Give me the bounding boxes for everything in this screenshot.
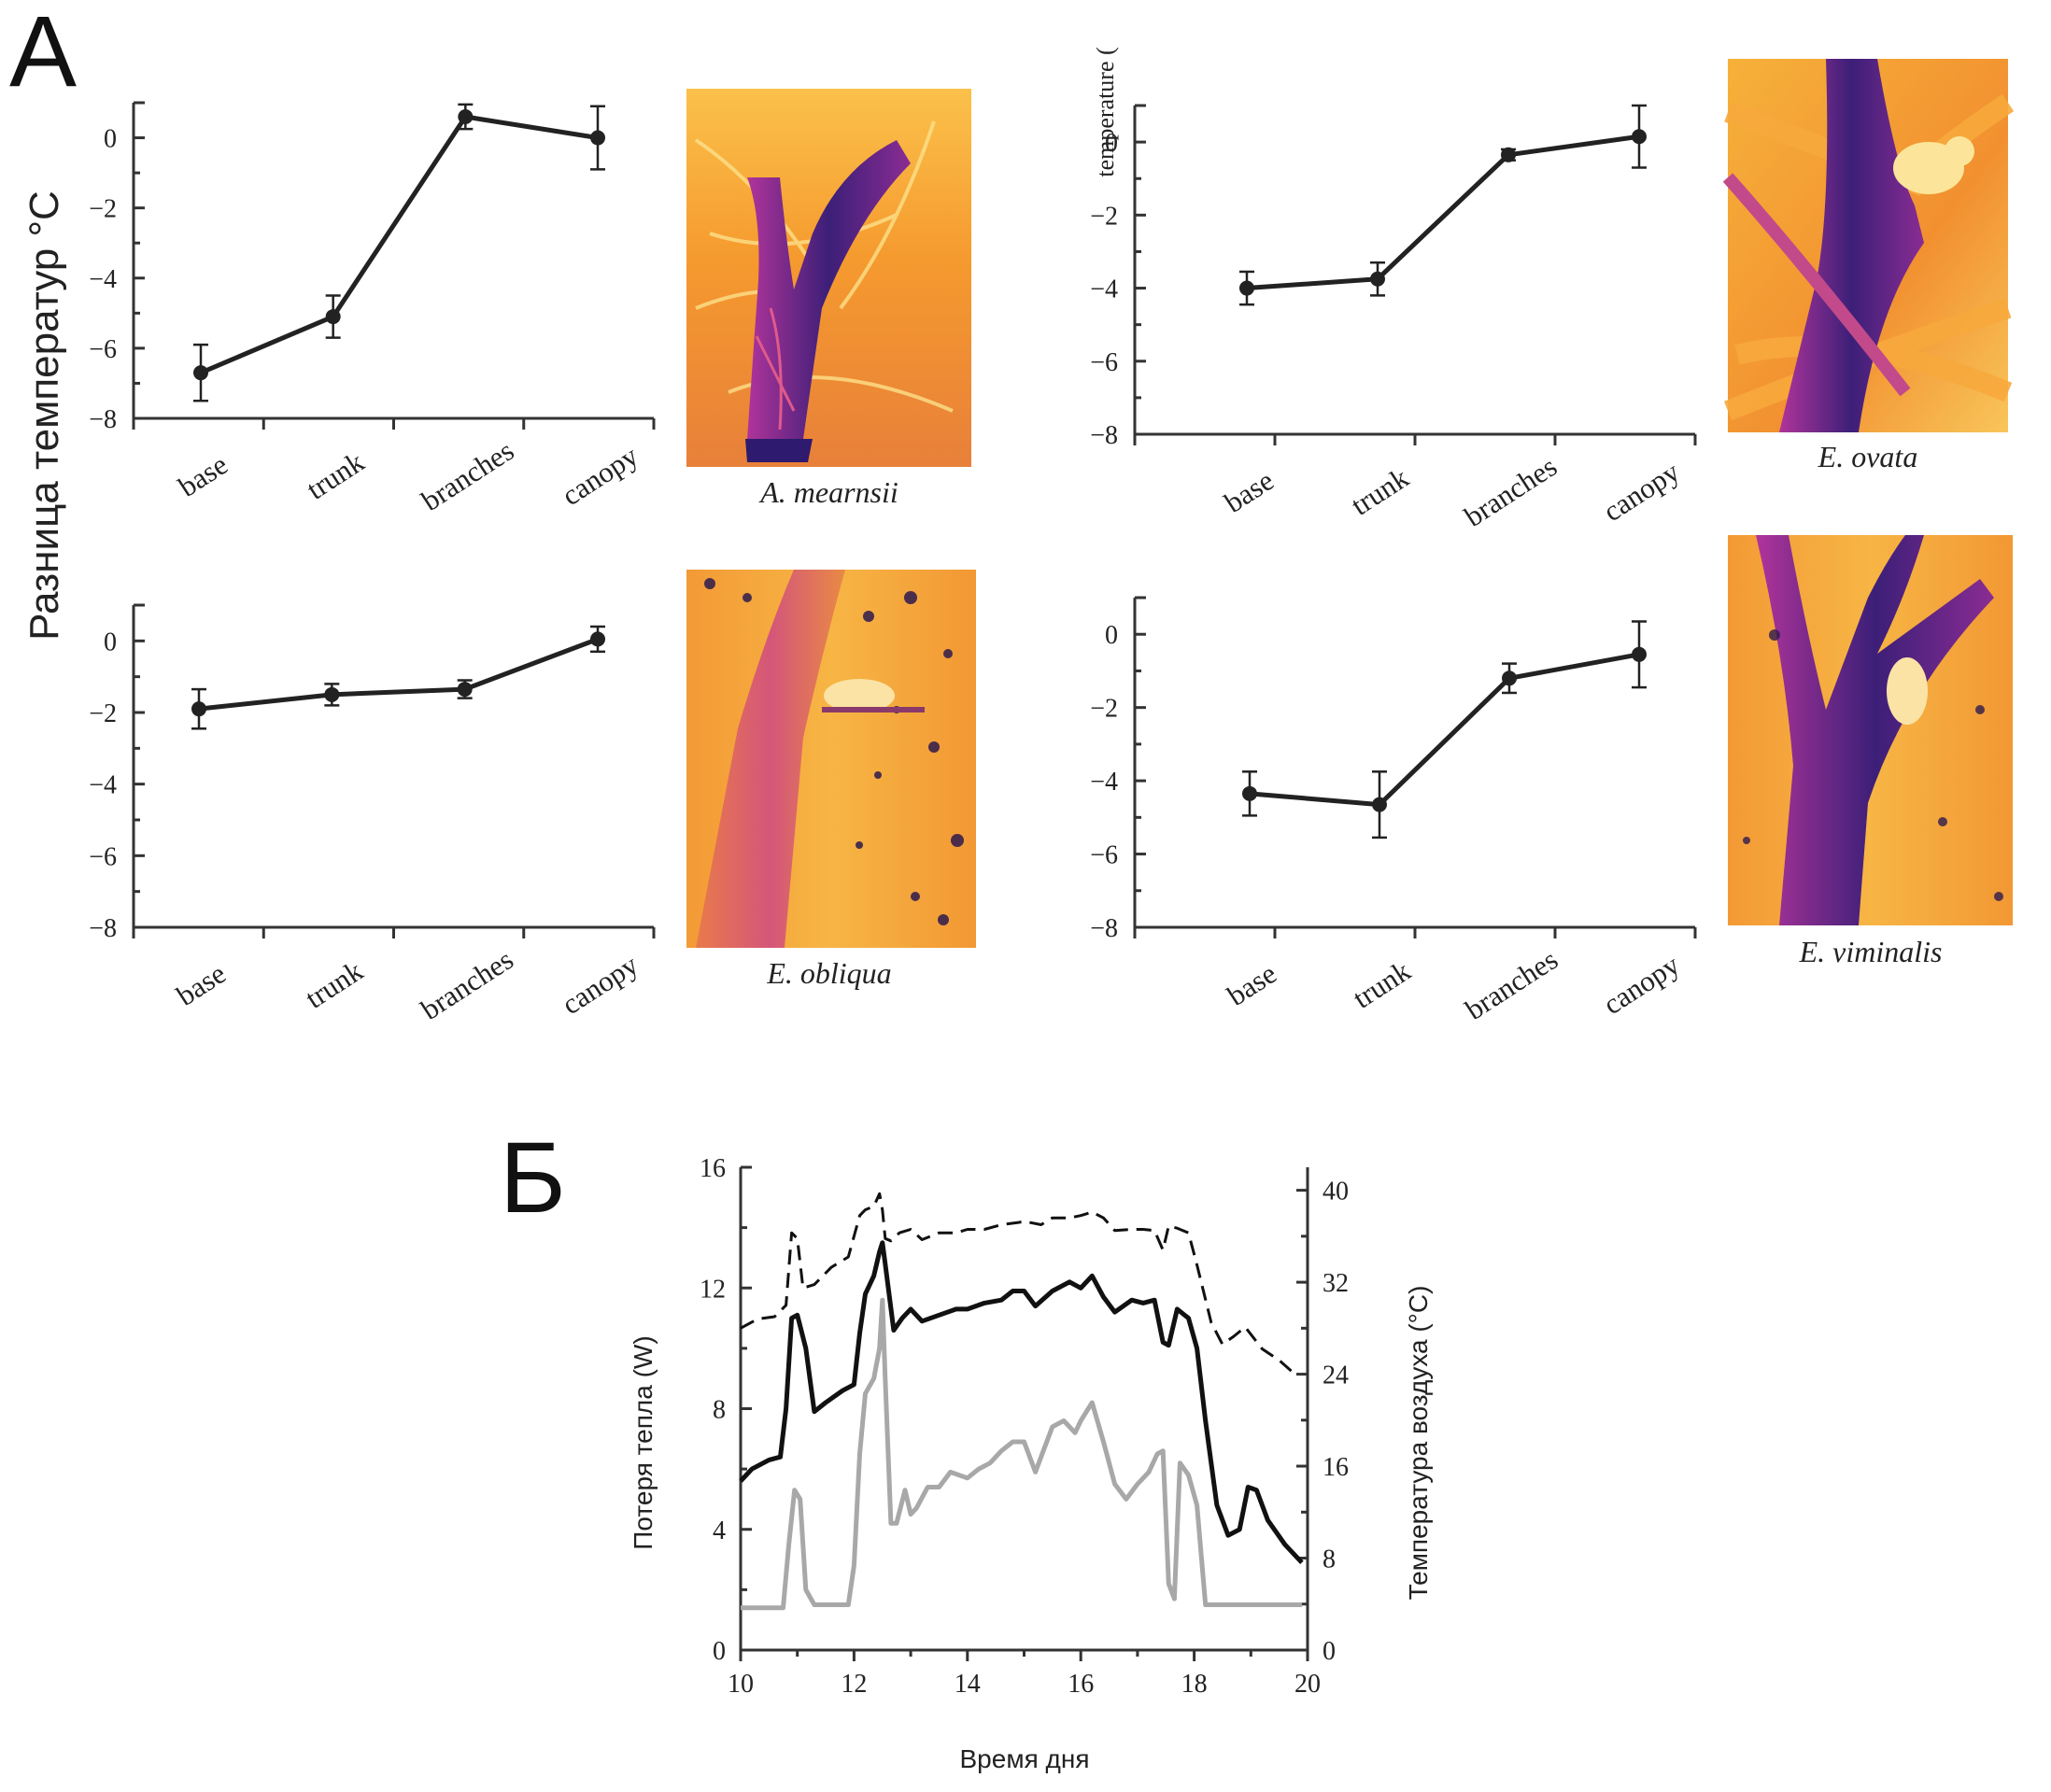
category-label: branches	[1459, 450, 1563, 533]
category-label: branches	[1460, 943, 1563, 1026]
category-label: canopy	[1597, 455, 1686, 528]
species-label-e-viminalis: E. viminalis	[1799, 935, 1943, 968]
category-label: branches	[416, 434, 519, 517]
panel-b-ylabel-left: Потеря тепла (W)	[629, 1335, 658, 1549]
y-tick-label: −4	[1090, 275, 1118, 304]
left-tick-label: 12	[700, 1275, 726, 1304]
left-tick-label: 4	[713, 1517, 726, 1545]
right-tick-label: 0	[1323, 1637, 1336, 1666]
data-point	[324, 686, 340, 702]
data-point	[590, 631, 605, 647]
data-point	[1239, 280, 1254, 296]
y-tick-label: −4	[89, 771, 117, 800]
series-line	[1246, 134, 1640, 291]
y-tick-label: 0	[104, 125, 117, 154]
category-label: base	[171, 957, 232, 1012]
y-tick-label: −2	[1090, 695, 1118, 724]
data-point	[1242, 785, 1257, 801]
data-point	[457, 682, 473, 698]
x-tick-label: 20	[1294, 1670, 1321, 1699]
category-label: base	[173, 448, 233, 503]
data-point	[1501, 147, 1516, 162]
y-tick-label: −4	[89, 265, 117, 294]
panel-a-partial-ylabel: temperature (	[1092, 47, 1119, 176]
left-tick-label: 16	[700, 1154, 726, 1183]
y-tick-label: −8	[1090, 914, 1118, 943]
x-tick-label: 14	[955, 1670, 981, 1699]
data-point	[1632, 129, 1647, 145]
data-point	[1372, 797, 1387, 812]
right-tick-label: 16	[1323, 1453, 1349, 1482]
y-tick-label: −6	[1090, 348, 1118, 377]
category-label: branches	[415, 943, 518, 1026]
category-label: trunk	[300, 953, 369, 1014]
data-point	[325, 309, 341, 325]
data-point	[193, 365, 208, 381]
panel-b-ylabel-right: Температура воздуха (°C)	[1404, 1286, 1433, 1601]
y-tick-label: −6	[1090, 841, 1118, 870]
series-line	[1249, 652, 1640, 808]
species-label-e-obliqua: E. obliqua	[766, 956, 891, 990]
chart-e-ovata: 0 −2 −4 −6 −8 base trunk branches canopy	[1090, 104, 1697, 533]
data-point	[1370, 271, 1385, 287]
series-line	[198, 637, 599, 712]
y-tick-label: −4	[1090, 768, 1118, 797]
right-tick-label: 32	[1323, 1269, 1349, 1298]
series-line	[200, 114, 599, 375]
category-label: trunk	[1345, 460, 1414, 521]
right-tick-label: 24	[1323, 1362, 1349, 1390]
panel-b-xlabel: Время дня	[960, 1744, 1090, 1773]
series-line-black	[739, 1240, 1304, 1565]
species-label-e-ovata: E. ovata	[1818, 440, 1918, 473]
thermal-image-a-mearnsii	[686, 89, 971, 467]
thermal-image-e-viminalis	[1728, 535, 2013, 925]
y-tick-label: 0	[104, 628, 117, 656]
series-line-gray	[741, 1297, 1302, 1611]
y-tick-label: −8	[89, 405, 117, 434]
series-line-air-temperature	[740, 1192, 1297, 1376]
data-point	[1632, 646, 1647, 662]
category-label: canopy	[556, 948, 644, 1021]
x-tick-label: 12	[841, 1670, 867, 1699]
data-point	[1502, 670, 1517, 686]
category-label: canopy	[1597, 948, 1686, 1021]
chart-e-viminalis: 0 −2 −4 −6 −8 base trunk branches canopy	[1090, 596, 1697, 1026]
category-label: base	[1222, 957, 1282, 1012]
y-tick-label: −2	[89, 699, 117, 728]
chart-a-mearnsii: 0 −2 −4 −6 −8 base trunk branches canopy	[89, 101, 656, 517]
thermal-image-e-obliqua	[686, 570, 976, 948]
thermal-image-e-ovata	[1722, 59, 2015, 432]
y-tick-label: −6	[89, 335, 117, 364]
panel-a-letter: А	[9, 0, 77, 107]
chart-heat-loss: 0 4 8 12 16 0 8 16 24 32 40 10 12 14 16 18 20	[700, 1154, 1349, 1699]
left-tick-label: 8	[713, 1396, 726, 1425]
data-point	[590, 130, 605, 146]
y-tick-label: −2	[89, 195, 117, 224]
y-tick-label: −2	[1090, 202, 1118, 231]
y-tick-label: 0	[1105, 129, 1118, 158]
category-label: canopy	[556, 439, 644, 512]
y-tick-label: 0	[1105, 621, 1118, 650]
right-tick-label: 8	[1323, 1545, 1336, 1574]
chart-e-obliqua: 0 −2 −4 −6 −8 base trunk branches canopy	[89, 603, 656, 1026]
species-label-a-mearnsii: A. mearnsii	[758, 475, 898, 509]
panel-b-letter: Б	[500, 1121, 566, 1234]
y-tick-label: −8	[1090, 421, 1118, 450]
y-tick-label: −8	[89, 914, 117, 943]
left-tick-label: 0	[713, 1637, 726, 1666]
category-label: trunk	[301, 444, 370, 505]
panel-a-ylabel: Разница температур °C	[21, 190, 67, 641]
x-tick-label: 10	[728, 1670, 754, 1699]
right-tick-label: 40	[1323, 1178, 1349, 1206]
x-tick-label: 18	[1181, 1670, 1208, 1699]
category-label: trunk	[1347, 953, 1416, 1014]
category-label: base	[1219, 464, 1280, 519]
data-point	[458, 109, 474, 125]
y-tick-label: −6	[89, 842, 117, 871]
x-tick-label: 16	[1068, 1670, 1094, 1699]
data-point	[191, 701, 206, 717]
